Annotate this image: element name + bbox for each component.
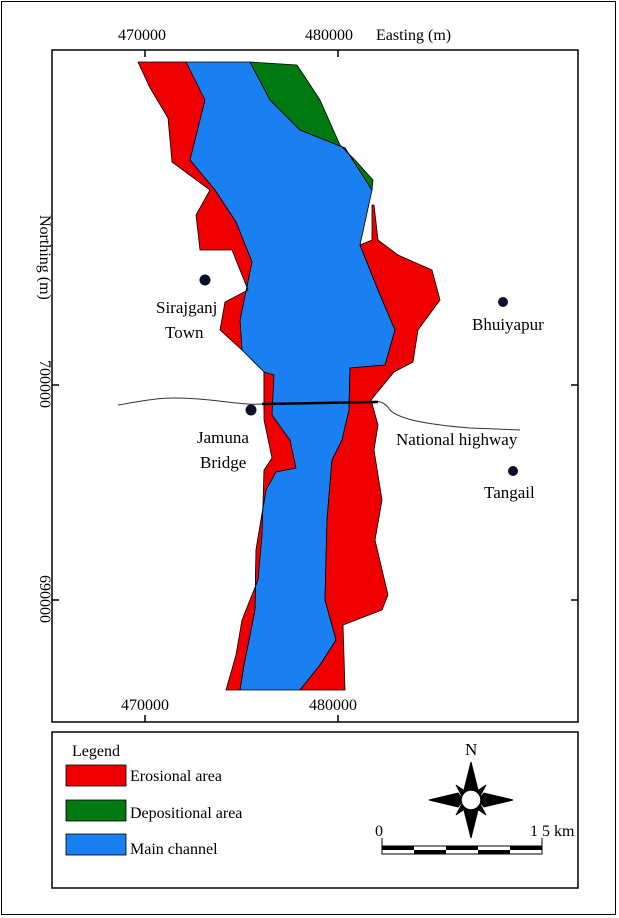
legend-swatch-depositional (65, 799, 127, 822)
legend-label-erosional: Erosional area (130, 768, 222, 785)
legend-frame (51, 731, 579, 889)
scale-start-label: 0 (375, 823, 383, 840)
legend-swatch-main-channel (65, 833, 127, 856)
north-label: N (465, 740, 477, 759)
legend-title: Legend (72, 743, 120, 760)
legend-swatch-erosional (65, 764, 127, 787)
legend-label-depositional: Depositional area (130, 805, 242, 822)
top-tick-470000: 470000 (118, 27, 166, 44)
tangail-label: Tangail (484, 483, 535, 502)
bottom-tick-480000: 480000 (309, 697, 357, 714)
depositional-area (249, 61, 374, 192)
jamuna-bridge-marker (245, 404, 257, 416)
legend-label-main-channel: Main channel (130, 841, 218, 858)
sirajganj-town-marker (199, 274, 211, 286)
scale-bar (381, 838, 543, 855)
jamuna-label-line1: Jamuna (197, 428, 249, 447)
easting-label: Easting (m) (376, 27, 451, 44)
national-highway-label: National highway (396, 430, 518, 449)
bhuiyapur-label: Bhuiyapur (472, 315, 544, 334)
tangail-marker (508, 466, 518, 476)
jamuna-label-line2: Bridge (200, 453, 246, 472)
jamuna-bridge-line (261, 400, 379, 406)
erosional-area-west-lower (225, 371, 297, 691)
bottom-tick-470000: 470000 (121, 697, 169, 714)
sirajganj-label-line2: Town (165, 323, 204, 342)
compass-rose-icon (428, 761, 514, 839)
left-tick-700000: 700000 (36, 360, 53, 408)
bhuiyapur-marker (498, 297, 508, 307)
left-tick-690000: 690000 (36, 575, 53, 623)
top-tick-480000: 480000 (305, 27, 353, 44)
erosional-area-east (299, 204, 441, 691)
erosional-area-west-upper (137, 61, 253, 351)
scale-end-label: 1 5 km (530, 823, 575, 840)
northing-label: Northing (m) (36, 215, 53, 300)
sirajganj-label-line1: Sirajganj (156, 298, 217, 317)
map-frame (51, 49, 579, 723)
